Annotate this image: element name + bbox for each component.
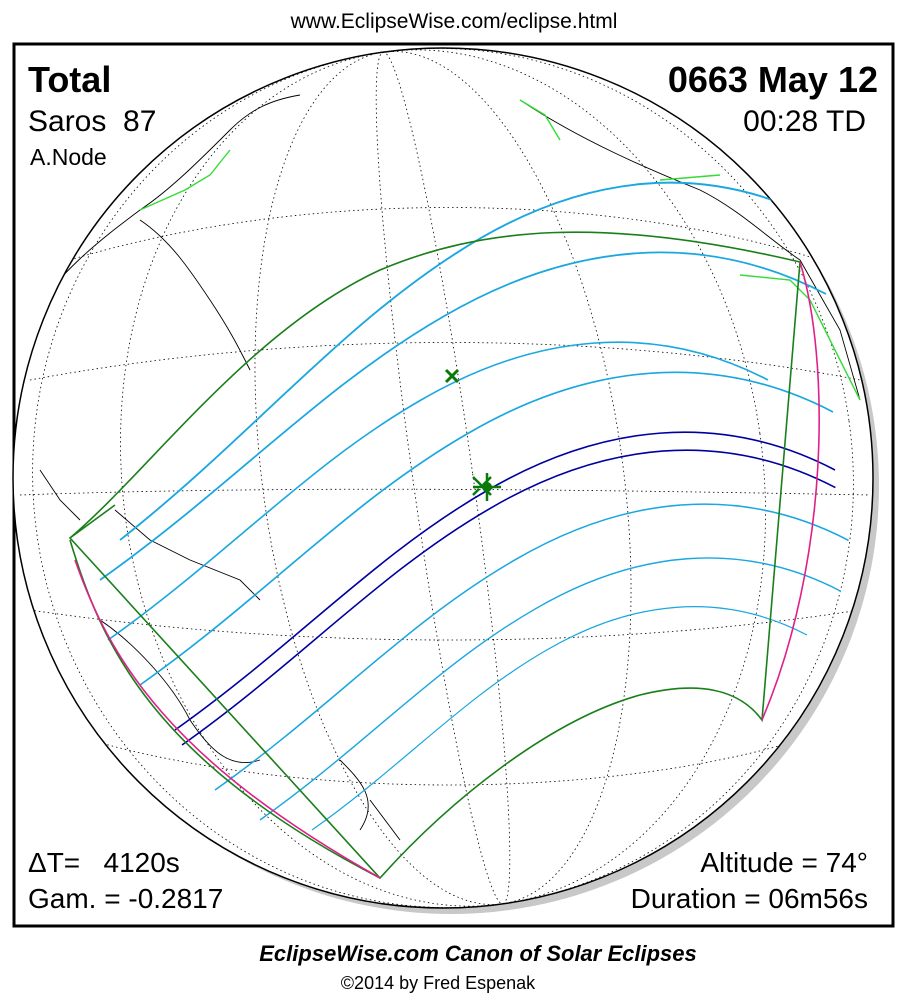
date: 0663 May 12 [668, 59, 878, 100]
node: A.Node [30, 144, 107, 170]
globe [12, 47, 879, 914]
altitude: Altitude = 74° [700, 847, 868, 878]
footer-title: EclipseWise.com Canon of Solar Eclipses [259, 941, 697, 966]
graticule [19, 48, 871, 908]
delta-t: ΔT= 4120s [28, 847, 180, 878]
duration: Duration = 06m56s [631, 883, 868, 914]
url: www.EclipseWise.com/eclipse.html [290, 10, 618, 33]
eclipse-path [68, 181, 850, 880]
time: 00:28 TD [743, 105, 866, 138]
gamma: Gam. = -0.2817 [28, 883, 223, 914]
copyright: ©2014 by Fred Espenak [341, 973, 536, 993]
greatest-eclipse-marker [444, 368, 460, 384]
saros: Saros 87 [28, 105, 156, 138]
eclipse-type: Total [28, 59, 111, 100]
